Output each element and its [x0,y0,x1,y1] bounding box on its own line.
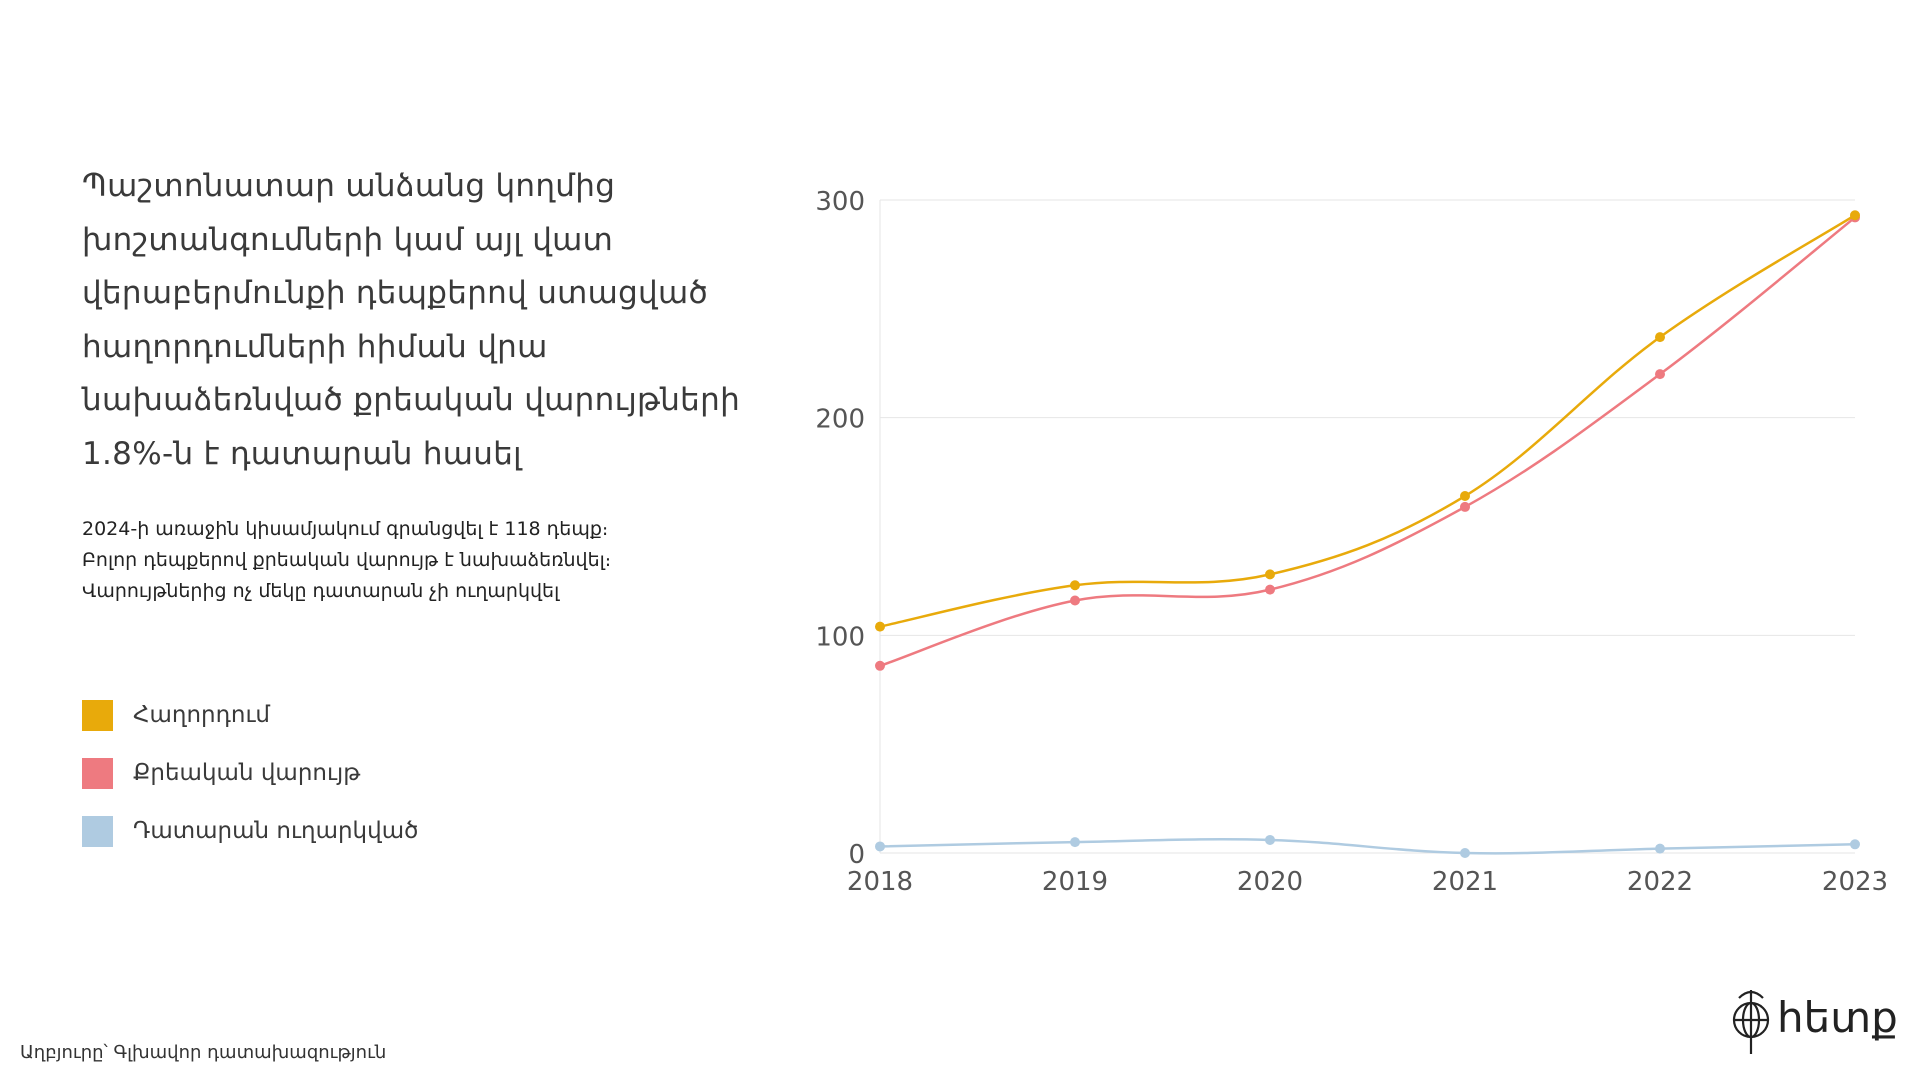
x-tick-label: 2022 [1627,867,1693,897]
y-tick-label: 0 [848,840,865,870]
legend-label-sent-to-court: Դատարան ուղարկված [133,818,419,844]
series-line [879,214,1856,628]
x-tick-label: 2018 [847,867,913,897]
data-point [1070,595,1080,606]
subtitle-line-1: 2024-ի առաջին կիսամյակում գրանցվել է 118… [82,518,609,540]
data-point [1655,843,1665,854]
data-point [875,621,885,632]
x-tick-label: 2019 [1042,867,1108,897]
subtitle-line-2: Բոլոր դեպքերով քրեական վարույթ է նախաձեռ… [82,549,612,571]
data-point [1850,839,1860,850]
hetq-logo: հետք [1732,990,1898,1054]
data-point [1265,834,1275,845]
series-line [879,838,1856,855]
data-point [1655,369,1665,380]
chart-legend: Հաղորդում Քրեական վարույթ Դատարան ուղարկ… [82,699,419,874]
x-tick-label: 2023 [1822,867,1888,897]
data-point [1460,491,1470,502]
chart-headline: Պաշտոնատար անձանց կողմից խոշտանգումների … [82,168,741,472]
data-point [1265,584,1275,595]
legend-label-criminal-proceedings: Քրեական վարույթ [133,760,361,786]
legend-item-sent-to-court: Դատարան ուղարկված [82,815,419,847]
legend-swatch-reports [82,699,113,731]
y-tick-label: 100 [815,622,865,652]
x-tick-label: 2020 [1237,867,1303,897]
tick-layer: 0 100 200 300 2018 2019 2020 2021 2022 2023 [815,187,1888,897]
data-point [875,660,885,671]
legend-swatch-criminal-proceedings [82,757,113,789]
data-point [1460,848,1470,858]
data-point [1850,210,1860,221]
data-point [1070,580,1080,591]
logo-wordmark: հետք [1777,993,1898,1042]
chart-subtitle: 2024-ի առաջին կիսամյակում գրանցվել է 118… [82,514,782,607]
legend-item-criminal-proceedings: Քրեական վարույթ [82,757,418,789]
legend-item-reports: Հաղորդում [82,699,418,731]
subtitle-line-3: Վարույթներից ոչ մեկը դատարան չի ուղարկվե… [82,580,560,602]
data-point [1070,837,1080,848]
series-layer [875,210,1860,858]
y-tick-label: 200 [815,405,865,435]
data-point [875,841,885,852]
legend-swatch-sent-to-court [82,815,113,847]
legend-label-reports: Հաղորդում [133,702,271,728]
globe-icon [1732,990,1770,1054]
source-note: Աղբյուրը՝ Գլխավոր դատախազություն [20,1042,387,1063]
x-tick-label: 2021 [1432,867,1498,897]
series-line [879,216,1856,667]
data-point [1460,501,1470,512]
line-chart: 0 100 200 300 2018 2019 2020 2021 2022 2023 [815,187,1888,897]
y-tick-label: 300 [815,187,865,217]
data-point [1265,569,1275,580]
data-point [1655,332,1665,343]
grid-layer [879,199,1855,854]
